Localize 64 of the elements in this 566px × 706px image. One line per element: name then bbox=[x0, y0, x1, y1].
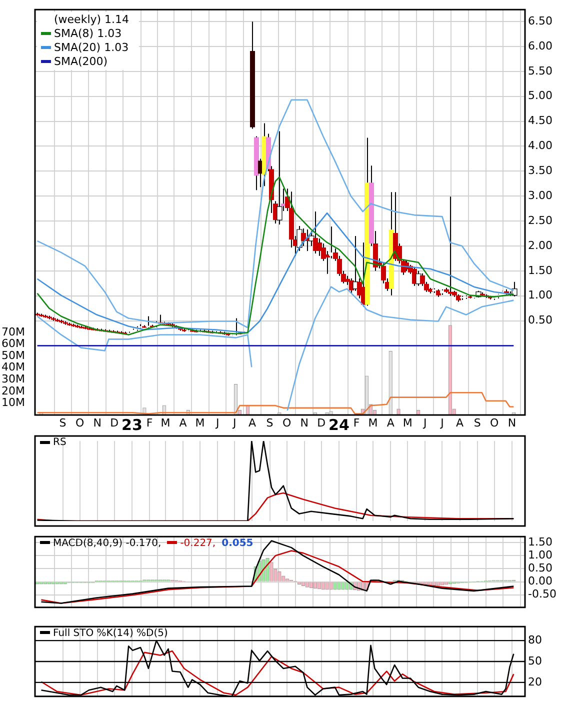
y-tick-label: -0.50 bbox=[528, 588, 556, 601]
y-tick-label: 1.50 bbox=[528, 535, 552, 548]
y-tick-label: 5.00 bbox=[528, 89, 552, 102]
y2-tick-label: 30M bbox=[2, 372, 25, 386]
x-tick-label: N bbox=[93, 416, 102, 430]
y2-tick-label: 70M bbox=[2, 325, 25, 338]
legend-label: MACD(8,40,9) -0.170, bbox=[53, 538, 162, 549]
y-tick-label: 2.00 bbox=[528, 238, 552, 252]
y-tick-label: 3.00 bbox=[528, 188, 552, 202]
y-tick-label: 1.50 bbox=[528, 264, 552, 277]
y2-tick-label: 50M bbox=[2, 348, 25, 362]
y-tick-label: 0.50 bbox=[528, 562, 552, 575]
y2-tick-label: 10M bbox=[2, 396, 25, 410]
x-tick-label: D bbox=[110, 416, 119, 430]
y2-tick-label: 20M bbox=[2, 384, 25, 398]
y-tick-label: 0.00 bbox=[528, 574, 552, 588]
x-tick-label: N bbox=[508, 416, 516, 430]
x-tick-label: J bbox=[214, 416, 220, 430]
y-tick-label: 4.00 bbox=[528, 139, 552, 152]
x-tick-label: O bbox=[490, 416, 500, 430]
legend-label: SMA(8) 1.03 bbox=[54, 26, 122, 40]
x-tick-label: J bbox=[422, 416, 427, 430]
x-tick-label: J bbox=[232, 416, 236, 430]
y-tick-label: 50 bbox=[528, 654, 542, 668]
x-tick-label: A bbox=[386, 416, 395, 430]
y2-tick-label: 60M bbox=[2, 337, 25, 350]
x-tick-label: S bbox=[266, 416, 274, 430]
x-tick-label: M bbox=[402, 416, 412, 430]
x-tick-label: M bbox=[195, 416, 205, 430]
y-tick-label: 3.50 bbox=[528, 164, 552, 178]
x-tick-label: O bbox=[75, 416, 84, 430]
y-tick-label: 1.00 bbox=[528, 288, 552, 302]
x-tick-label: A bbox=[179, 416, 188, 430]
x-tick-label: A bbox=[456, 416, 464, 430]
x-tick-label: S bbox=[474, 416, 481, 430]
y-tick-label: 80 bbox=[528, 633, 542, 646]
x-tick-label: J bbox=[440, 416, 444, 430]
legend-label: SMA(200) bbox=[54, 54, 108, 68]
legend-label: RS bbox=[53, 437, 66, 448]
x-tick-label: O bbox=[282, 416, 292, 430]
y-tick-label: 0.50 bbox=[528, 314, 552, 327]
legend-label: -0.227, bbox=[180, 538, 216, 549]
y-tick-label: 5.50 bbox=[528, 64, 552, 78]
x-tick-label: F bbox=[353, 416, 360, 430]
y-tick-label: 6.50 bbox=[528, 14, 552, 28]
x-tick-label: M bbox=[368, 416, 378, 430]
y-tick-label: 20 bbox=[528, 675, 542, 688]
x-tick-label: N bbox=[300, 416, 309, 430]
x-tick-label: 24 bbox=[328, 416, 350, 434]
chart-title: (weekly) 1.14 bbox=[53, 12, 130, 27]
x-tick-label: F bbox=[146, 416, 153, 430]
x-tick-label: S bbox=[59, 416, 66, 430]
x-tick-label: 23 bbox=[122, 416, 142, 434]
legend-label: Full STO %K(14) %D(5) bbox=[53, 628, 168, 639]
legend-label: SMA(20) 1.03 bbox=[54, 40, 129, 54]
y-tick-label: 2.50 bbox=[528, 214, 552, 227]
y-tick-label: 1.00 bbox=[528, 548, 552, 562]
x-tick-label: M bbox=[160, 416, 170, 430]
annotation: 0.055 bbox=[222, 538, 254, 549]
y-tick-label: 4.50 bbox=[528, 114, 552, 128]
y-tick-label: 6.00 bbox=[528, 39, 552, 52]
x-tick-label: A bbox=[248, 416, 256, 430]
x-tick-label: D bbox=[317, 416, 326, 430]
y2-tick-label: 40M bbox=[2, 360, 25, 374]
